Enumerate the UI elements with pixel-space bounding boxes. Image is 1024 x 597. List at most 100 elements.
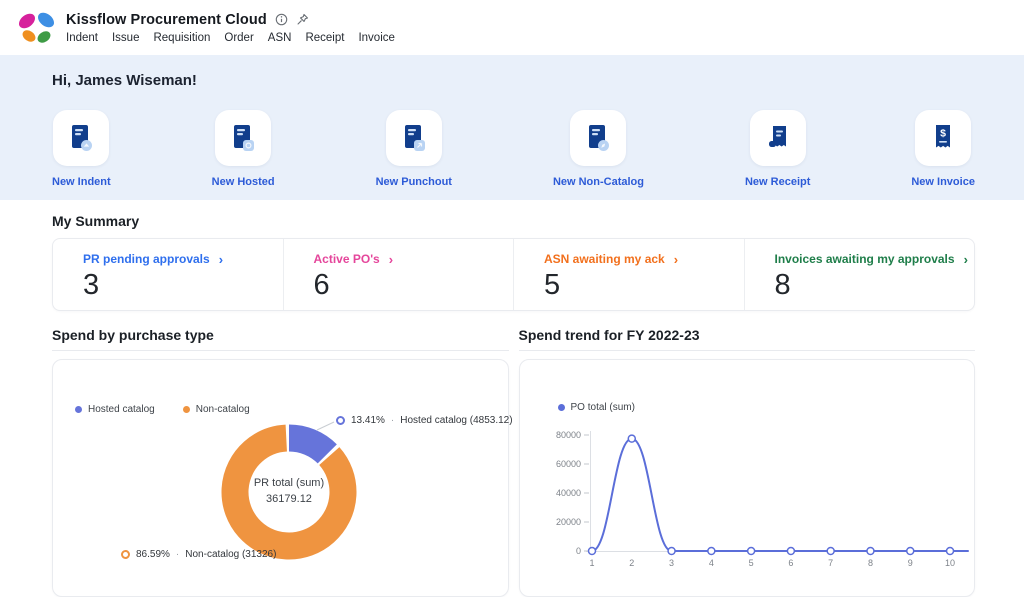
invoice-dollar-icon: $ (936, 125, 951, 148)
document-punchout-icon (404, 125, 425, 151)
logo-petal-blue (35, 9, 57, 30)
open-circle-icon (336, 416, 345, 425)
callout-non-catalog: 86.59% · Non-catalog (31326) (121, 549, 276, 560)
svg-text:10: 10 (945, 558, 955, 568)
quick-action-new-punchout[interactable]: New Punchout (376, 110, 452, 188)
legend-dot-icon (182, 406, 190, 413)
open-circle-icon (121, 550, 130, 559)
quick-action-tile (749, 110, 806, 166)
nav-item-issue[interactable]: Issue (111, 31, 140, 44)
quick-action-label: New Receipt (744, 176, 811, 188)
app-title: Kissflow Procurement Cloud (66, 11, 267, 28)
line-chart[interactable]: 0 20000 40000 60000 80000 1 2 3 4 5 6 7 8 9 10 (520, 360, 977, 596)
legend-item-po-total[interactable]: PO total (sum) (557, 402, 635, 413)
donut-chart[interactable] (53, 360, 509, 596)
line-chart-title: Spend trend for FY 2022-23 (518, 327, 700, 343)
document-hosted-icon (234, 125, 255, 151)
nav-item-asn[interactable]: ASN (267, 31, 292, 44)
title-row: Kissflow Procurement Cloud (66, 12, 395, 28)
nav-item-indent[interactable]: Indent (66, 31, 98, 44)
donut-center-label: PR total (sum) 36179.12 (253, 477, 325, 505)
summary-value: 8 (774, 269, 791, 301)
summary-label: Invoices awaiting my approvals (774, 252, 955, 266)
svg-text:$: $ (940, 128, 946, 140)
quick-action-label: New Non-Catalog (552, 176, 644, 188)
nav-item-invoice[interactable]: Invoice (358, 31, 395, 44)
legend-item-non-catalog[interactable]: Non-catalog (182, 404, 250, 415)
summary-card-invoices-awaiting-approvals[interactable]: Invoices awaiting my approvals › 8 (743, 239, 975, 310)
donut-chart-card[interactable]: Hosted catalog Non-catalog PR total (sum… (52, 359, 513, 597)
quick-action-label: New Punchout (375, 176, 452, 188)
spend-trend-column: Spend trend for FY 2022-23 PO total (sum… (518, 327, 977, 597)
logo-petal-green (35, 28, 53, 45)
app-header: Kissflow Procurement Cloud Indent Issue … (0, 0, 1024, 55)
nav-item-order[interactable]: Order (224, 31, 254, 44)
summary-label: Active PO's (313, 252, 380, 266)
svg-text:5: 5 (748, 558, 753, 568)
svg-text:3: 3 (669, 558, 674, 568)
summary-card: PR pending approvals › 3 Active PO's › 6… (52, 238, 975, 311)
quick-action-label: New Indent (52, 176, 111, 188)
quick-action-new-receipt[interactable]: New Receipt (745, 110, 810, 188)
svg-text:9: 9 (907, 558, 912, 568)
summary-value: 5 (544, 269, 561, 301)
quick-action-new-indent[interactable]: New Indent (52, 110, 111, 188)
charts-row: Spend by purchase type Hosted catalog No… (0, 327, 1024, 597)
quick-action-tile: $ (915, 110, 972, 166)
legend-dot-icon (557, 404, 565, 411)
svg-text:40000: 40000 (555, 488, 580, 498)
document-non-catalog-icon (589, 125, 610, 151)
document-indent-icon (72, 125, 93, 151)
svg-text:8: 8 (867, 558, 872, 568)
summary-card-asn-awaiting-ack[interactable]: ASN awaiting my ack › 5 (513, 239, 744, 310)
nav-item-receipt[interactable]: Receipt (305, 31, 345, 44)
summary-card-pr-pending-approvals[interactable]: PR pending approvals › 3 (53, 239, 283, 310)
summary-card-active-pos[interactable]: Active PO's › 6 (282, 239, 514, 310)
legend-dot-icon (75, 406, 82, 413)
logo-petal-pink (16, 10, 38, 31)
quick-action-new-non-catalog[interactable]: New Non-Catalog (553, 110, 644, 188)
svg-text:0: 0 (575, 546, 580, 556)
heading-divider (52, 350, 509, 351)
heading-divider (518, 350, 975, 351)
logo-petal-orange (20, 27, 38, 44)
quick-action-label: New Hosted (211, 176, 275, 188)
chevron-right-icon: › (218, 251, 224, 267)
summary-value: 6 (313, 269, 330, 301)
quick-actions-row: New Indent New Hosted New Punchout New N… (52, 110, 975, 188)
donut-chart-title: Spend by purchase type (52, 327, 214, 343)
callout-hosted-catalog: 13.41% · Hosted catalog (4853.12) (336, 415, 513, 426)
quick-action-new-invoice[interactable]: $ New Invoice (911, 110, 975, 188)
svg-text:7: 7 (828, 558, 833, 568)
line-legend: PO total (sum) (557, 402, 635, 413)
spend-by-purchase-type-column: Spend by purchase type Hosted catalog No… (52, 327, 513, 597)
chevron-right-icon: › (388, 251, 394, 267)
info-icon[interactable] (275, 13, 288, 26)
greeting-text: Hi, James Wiseman! (52, 72, 197, 89)
svg-text:1: 1 (589, 558, 594, 568)
main-nav: Indent Issue Requisition Order ASN Recei… (66, 32, 395, 44)
svg-text:60000: 60000 (555, 459, 580, 469)
quick-action-label: New Invoice (911, 176, 975, 188)
donut-legend: Hosted catalog Non-catalog (75, 404, 250, 415)
svg-text:2: 2 (629, 558, 634, 568)
line-chart-card[interactable]: PO total (sum) 0 20000 40000 60000 80000 1 2 3 4… (518, 359, 977, 597)
nav-item-requisition[interactable]: Requisition (153, 31, 211, 44)
summary-section: My Summary PR pending approvals › 3 Acti… (0, 213, 1024, 311)
svg-text:4: 4 (708, 558, 713, 568)
quick-action-tile (215, 110, 272, 166)
chevron-right-icon: › (673, 251, 679, 267)
pin-icon[interactable] (296, 13, 309, 26)
summary-label: PR pending approvals (83, 252, 210, 266)
quick-action-new-hosted[interactable]: New Hosted (212, 110, 275, 188)
svg-text:20000: 20000 (555, 517, 580, 527)
quick-action-tile (385, 110, 442, 166)
summary-label: ASN awaiting my ack (544, 252, 665, 266)
greeting-section: Hi, James Wiseman! New Indent New Hosted… (0, 55, 1024, 200)
quick-action-tile (53, 110, 110, 166)
kissflow-logo-icon[interactable] (16, 9, 58, 47)
quick-action-tile (570, 110, 627, 166)
svg-text:80000: 80000 (555, 430, 580, 440)
legend-item-hosted-catalog[interactable]: Hosted catalog (75, 404, 155, 415)
